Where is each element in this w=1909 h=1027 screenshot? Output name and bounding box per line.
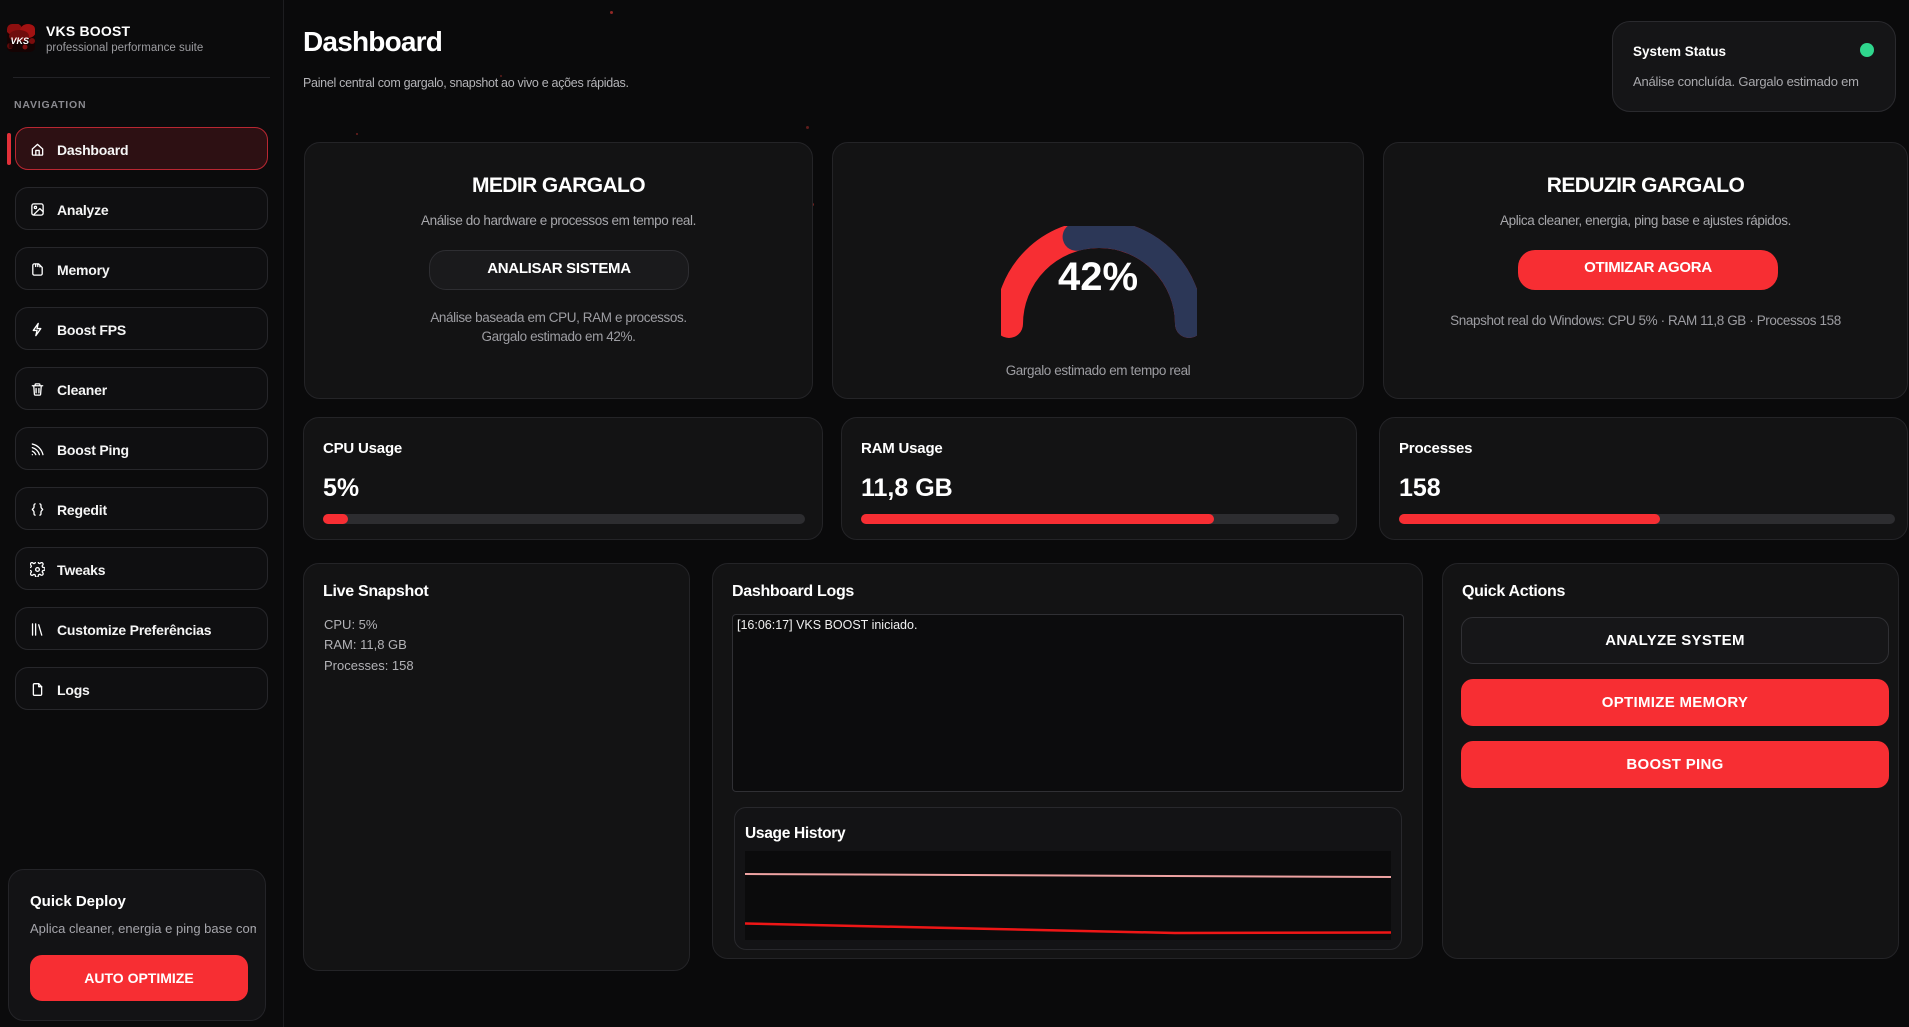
svg-text:VKS: VKS: [11, 36, 30, 46]
